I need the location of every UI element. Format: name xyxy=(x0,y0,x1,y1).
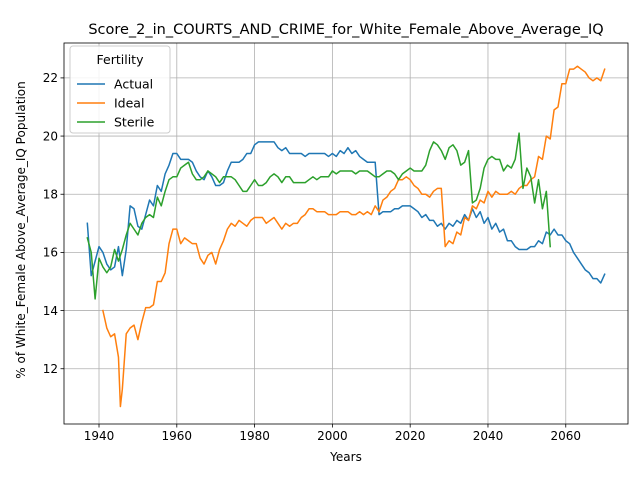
legend-box xyxy=(69,45,171,134)
legend-entries: Actual Ideal Sterile xyxy=(77,77,155,130)
x-axis-title: Years xyxy=(329,450,362,464)
series-line-actual xyxy=(86,141,606,284)
x-tick-label: 2060 xyxy=(550,429,581,443)
series-group xyxy=(86,65,606,408)
y-tick-label: 20 xyxy=(43,129,58,143)
ticks: 1940 1960 1980 2000 2020 2040 2060 12 14 16 18 20 22 xyxy=(43,71,581,443)
y-tick-label: 12 xyxy=(43,362,58,376)
legend: Fertility Actual Ideal Sterile xyxy=(69,45,171,134)
y-tick-label: 22 xyxy=(43,71,58,85)
x-tick-label: 2000 xyxy=(317,429,348,443)
x-tick-label: 1960 xyxy=(162,429,193,443)
x-tick-label: 2020 xyxy=(395,429,426,443)
y-tick-label: 14 xyxy=(43,304,58,318)
x-tick-label: 1940 xyxy=(84,429,115,443)
legend-label-sterile: Sterile xyxy=(114,115,155,130)
chart-title: Score_2_in_COURTS_AND_CRIME_for_White_Fe… xyxy=(88,22,603,38)
legend-label-ideal: Ideal xyxy=(114,96,144,111)
x-tick-label: 1980 xyxy=(239,429,270,443)
plot-frame xyxy=(63,42,629,425)
x-tick-label: 2040 xyxy=(473,429,504,443)
legend-label-actual: Actual xyxy=(114,77,153,92)
y-tick-label: 18 xyxy=(43,188,58,202)
legend-title: Fertility xyxy=(97,52,145,67)
series-line-ideal xyxy=(102,65,606,408)
series-line-sterile xyxy=(86,132,552,300)
y-tick-label: 16 xyxy=(43,246,58,260)
y-axis-title: % of White_Female Above_Average_IQ Popul… xyxy=(14,81,28,378)
